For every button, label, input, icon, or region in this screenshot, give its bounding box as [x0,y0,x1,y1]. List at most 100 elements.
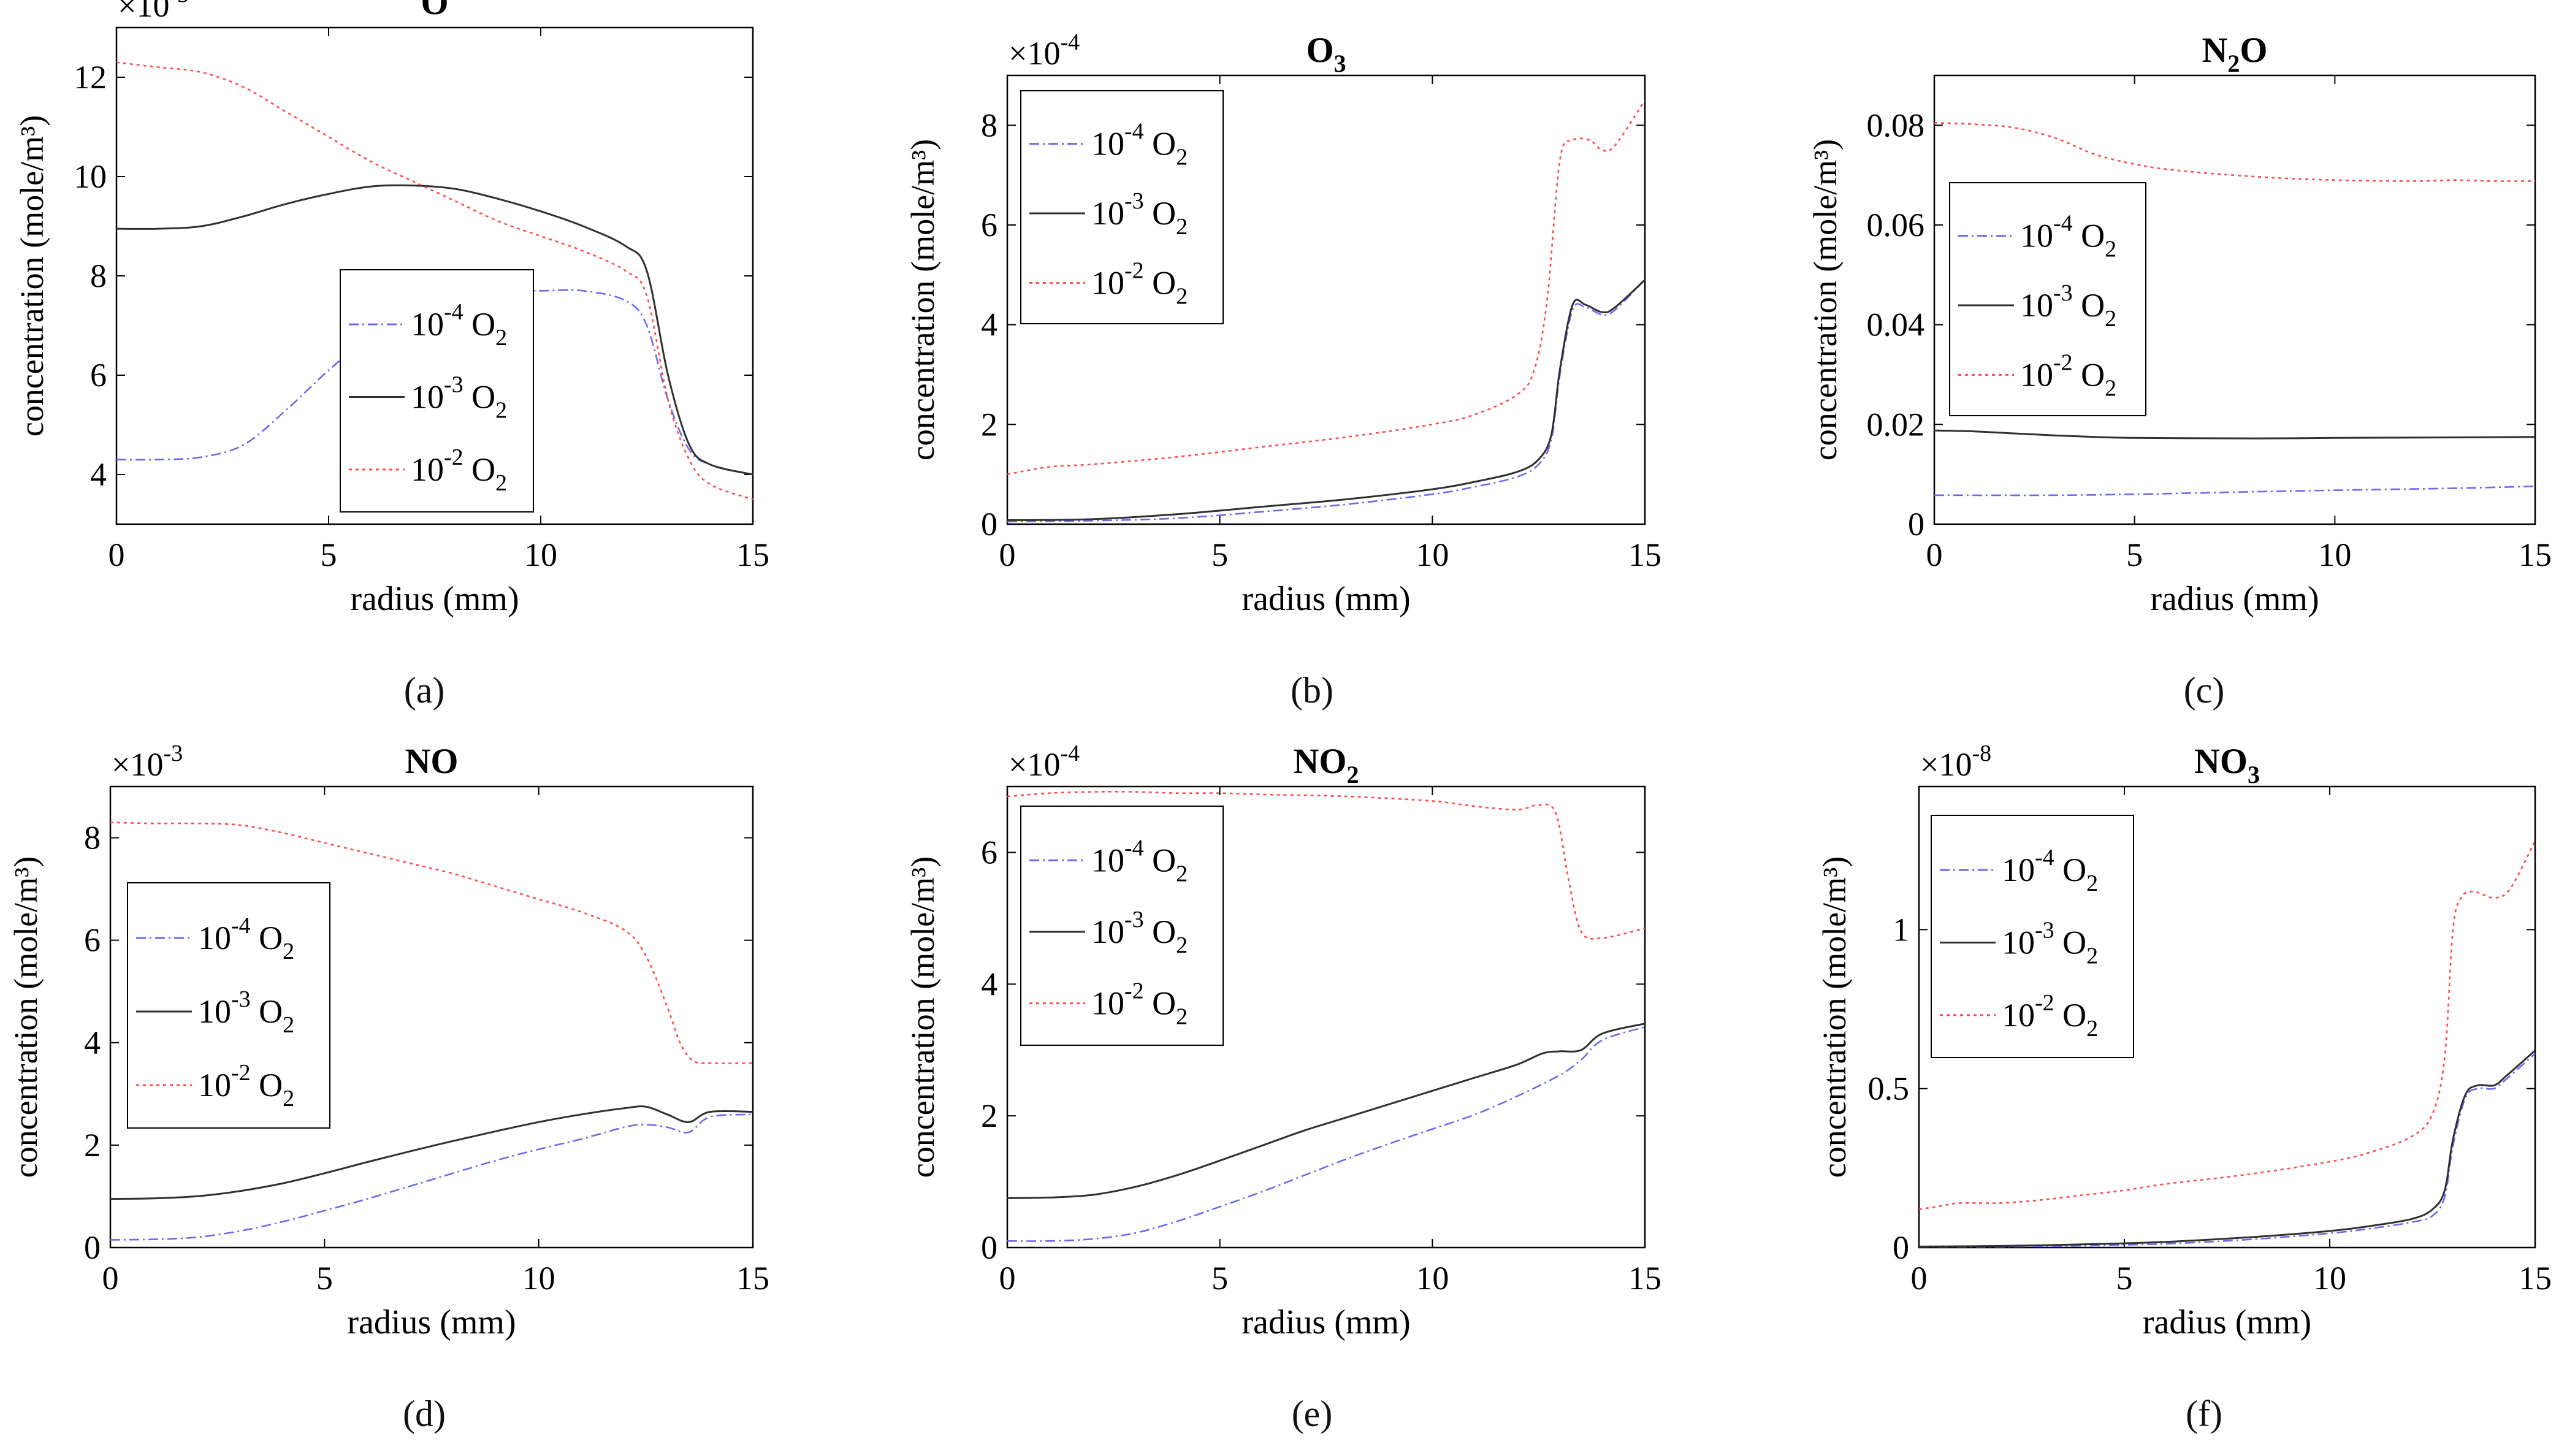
series-line-m2 [1007,791,1645,940]
legend: 10-4 O2 10-3 O2 10-2 O2 [340,269,534,513]
legend-box [1931,815,2134,1058]
y-axis-label: concentration (mole/m³) [1807,139,1844,461]
legend-entry-label: 10-3 O2 [1091,188,1188,240]
legend: 10-4 O2 10-3 O2 10-2 O2 [1949,182,2146,416]
y-tick-label: 4 [84,1024,101,1061]
x-tick-label: 5 [2126,536,2143,573]
x-tick-label: 10 [522,1260,555,1297]
x-tick-label: 0 [1926,536,1943,573]
series-line-m3 [1934,429,2535,440]
series-line-m3 [116,184,753,476]
x-tick-label: 0 [999,1260,1016,1297]
y-tick-label: 0 [1908,506,1924,543]
y-tick-label: 0 [1893,1229,1909,1266]
legend: 10-4 O2 10-3 O2 10-2 O2 [1020,806,1224,1046]
y-tick-label: 6 [981,834,997,871]
legend-box [1020,90,1224,324]
x-tick-label: 10 [524,536,557,573]
y-tick-label: 0.08 [1867,107,1925,143]
plot-frame [1006,74,1646,525]
y-axis-label: concentration (mole/m³) [1816,856,1853,1178]
x-tick-label: 0 [109,536,125,573]
x-tick-label: 10 [2313,1260,2346,1297]
chart-b: 0 5 10 15 0 2 4 6 8 radius (mm) concentration (mol… [904,29,1661,618]
caption-e: (e) [1291,1393,1333,1434]
y-axis-label: concentration (mole/m³) [13,115,50,437]
legend-entry-label: 10-3 O2 [1091,907,1188,958]
y-axis-label: concentration (mole/m³) [904,139,941,461]
chart-e: 0 5 10 15 0 2 4 6 radius (mm) concentration (mole… [904,741,1661,1341]
y-tick-label: 6 [90,357,107,394]
legend-entry-label: 10-3 O2 [198,986,294,1038]
y-tick-label: 12 [74,59,107,96]
x-tick-label: 10 [1416,536,1449,573]
y-tick-label: 0 [981,1229,997,1266]
legend-entry-label: 10-2 O2 [2020,349,2116,401]
y-tick-label: 6 [981,207,997,243]
y-tick-label: 8 [90,257,107,294]
y-tick-label: 2 [981,406,997,443]
y-tick-label: 0.02 [1867,406,1925,443]
x-axis-label: radius (mm) [2143,1303,2311,1341]
x-tick-label: 10 [1416,1260,1449,1297]
caption-b: (b) [1291,670,1333,711]
caption-c: (c) [2183,670,2225,711]
legend-entry-label: 10-2 O2 [411,444,507,496]
y-tick-label: 4 [981,307,997,343]
y-tick-label: 0.06 [1867,207,1925,243]
legend-entry-label: 10-4 O2 [1091,835,1188,886]
legend: 10-4 O2 10-3 O2 10-2 O2 [1931,815,2134,1058]
legend-entry-label: 10-3 O2 [2002,918,2098,969]
legend-entry-label: 10-3 O2 [411,372,507,424]
x-tick-label: 0 [102,1260,119,1297]
legend-entry-label: 10-2 O2 [2002,990,2098,1042]
series-line-m4 [1919,1053,2535,1248]
x-axis-label: radius (mm) [347,1303,516,1341]
legend-entry-label: 10-4 O2 [2002,845,2098,896]
y-axis-label: concentration (mole/m³) [904,856,941,1178]
legend-box [1020,806,1224,1046]
chart-title: O3 [1306,30,1346,77]
plot-frame [1918,785,2536,1249]
chart-f: 0 5 10 15 0 0.5 1 radius (mm) concentration (mol… [1816,741,2552,1341]
series-line-m3 [110,1105,753,1200]
x-tick-label: 15 [736,536,769,573]
chart-d: 0 5 10 15 0 2 4 6 8 radius (mm) concentration (mol… [7,741,769,1341]
y-tick-label: 1 [1893,911,1909,948]
y-tick-label: 0.5 [1868,1070,1910,1107]
chart-a: 0 5 10 15 4 6 8 10 12 radius (mm) concentration (m… [13,0,769,618]
legend-entry-label: 10-2 O2 [1091,257,1188,309]
x-tick-label: 5 [2116,1260,2133,1297]
series-line-m4 [1934,485,2535,497]
chart-title: NO2 [1294,741,1359,788]
plot-frame [1006,785,1646,1249]
series-line-m2 [116,61,753,500]
chart-title: O [421,0,448,22]
plot-frame [109,785,754,1249]
caption-a: (a) [403,670,445,711]
x-tick-label: 0 [1911,1260,1928,1297]
x-tick-label: 0 [999,536,1016,573]
y-tick-label: 6 [84,922,101,959]
series-line-m4 [110,1113,753,1241]
axis-scale-factor: ×10-3 [112,741,183,783]
legend-entry-label: 10-4 O2 [198,913,294,964]
legend-box [340,269,534,513]
series-line-m3 [1007,1023,1645,1199]
axis-scale-factor: ×10-8 [1920,741,1991,783]
y-tick-label: 4 [90,456,107,493]
legend-box [1949,182,2146,416]
axis-scale-factor: ×10-4 [1009,741,1080,783]
x-tick-label: 5 [316,1260,333,1297]
x-tick-label: 15 [736,1260,769,1297]
caption-d: (d) [403,1393,446,1434]
y-axis-label: concentration (mole/m³) [7,856,44,1178]
series-line-m2 [1007,99,1645,475]
legend-entry-label: 10-4 O2 [411,299,507,351]
y-tick-label: 8 [981,107,997,143]
x-axis-label: radius (mm) [1242,580,1410,618]
x-axis-label: radius (mm) [1242,1303,1410,1341]
chart-title: N2O [2202,30,2267,77]
legend: 10-4 O2 10-3 O2 10-2 O2 [1020,90,1224,324]
